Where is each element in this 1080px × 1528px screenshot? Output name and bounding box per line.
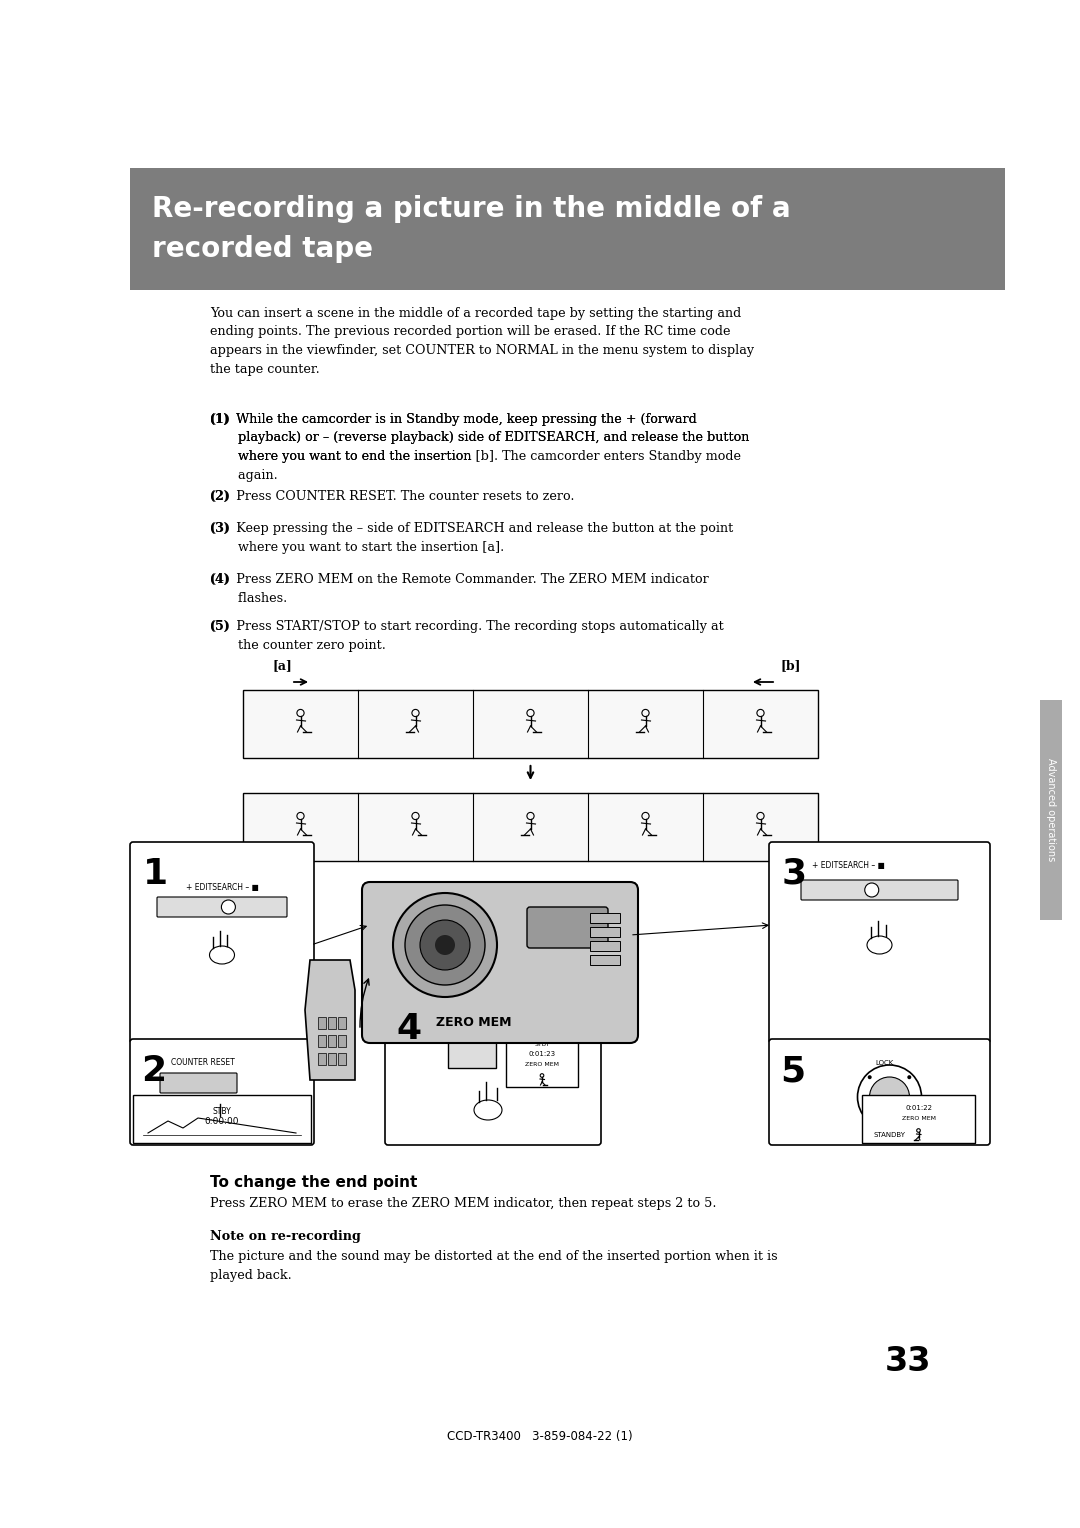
Text: 33: 33: [885, 1345, 931, 1378]
FancyBboxPatch shape: [769, 842, 990, 1044]
Text: To change the end point: To change the end point: [210, 1175, 417, 1190]
Bar: [338, 1053, 346, 1065]
FancyBboxPatch shape: [157, 897, 287, 917]
Text: (3): (3): [210, 523, 231, 535]
Circle shape: [907, 1115, 912, 1118]
Text: 5: 5: [780, 1054, 805, 1088]
Bar: [328, 1018, 336, 1028]
Text: 0:00:00: 0:00:00: [205, 1117, 240, 1126]
Text: COUNTER RESET: COUNTER RESET: [171, 1057, 234, 1067]
Bar: [507, 1031, 578, 1086]
Text: 3: 3: [782, 857, 807, 891]
Circle shape: [867, 1076, 872, 1079]
Text: 4: 4: [396, 1012, 421, 1047]
Polygon shape: [305, 960, 355, 1080]
Text: (1)  While the camcorder is in Standby mode, keep pressing the + (forward
      : (1) While the camcorder is in Standby mo…: [210, 413, 750, 463]
Bar: [318, 1018, 326, 1028]
Text: 0:01:22: 0:01:22: [905, 1105, 932, 1111]
Text: ZERO MEM: ZERO MEM: [525, 1062, 559, 1067]
Circle shape: [907, 1076, 912, 1079]
Text: 0:01:23: 0:01:23: [528, 1051, 555, 1057]
FancyBboxPatch shape: [769, 1039, 990, 1144]
Text: The picture and the sound may be distorted at the end of the inserted portion wh: The picture and the sound may be distort…: [210, 1250, 778, 1282]
Bar: [243, 691, 818, 758]
FancyBboxPatch shape: [801, 880, 958, 900]
Bar: [862, 1096, 975, 1143]
Circle shape: [221, 900, 235, 914]
Text: Press ZERO MEM to erase the ZERO MEM indicator, then repeat steps 2 to 5.: Press ZERO MEM to erase the ZERO MEM ind…: [210, 1196, 716, 1210]
Text: 2: 2: [141, 1054, 166, 1088]
Text: + EDITSEARCH – ■: + EDITSEARCH – ■: [812, 860, 885, 869]
Circle shape: [420, 920, 470, 970]
Text: (2)  Press COUNTER RESET. The counter resets to zero.: (2) Press COUNTER RESET. The counter res…: [210, 490, 575, 503]
Text: (3)  Keep pressing the – side of EDITSEARCH and release the button at the point
: (3) Keep pressing the – side of EDITSEAR…: [210, 523, 733, 553]
Bar: [328, 1034, 336, 1047]
Bar: [448, 1041, 496, 1068]
Text: You can insert a scene in the middle of a recorded tape by setting the starting : You can insert a scene in the middle of …: [210, 307, 754, 376]
Text: (1)  While the camcorder is in Standby mode, keep pressing the + (forward
      : (1) While the camcorder is in Standby mo…: [210, 413, 750, 481]
Bar: [130, 168, 1005, 290]
Text: (5)  Press START/STOP to start recording. The recording stops automatically at
 : (5) Press START/STOP to start recording.…: [210, 620, 724, 651]
Text: 1: 1: [143, 857, 168, 891]
Text: (4): (4): [210, 573, 231, 587]
Text: [b]: [b]: [780, 659, 800, 672]
Bar: [590, 955, 620, 966]
Text: [a]: [a]: [273, 659, 293, 672]
Circle shape: [405, 905, 485, 986]
Text: STBY: STBY: [535, 1042, 550, 1047]
Bar: [243, 793, 818, 860]
FancyBboxPatch shape: [160, 1073, 237, 1093]
Text: (2): (2): [210, 490, 231, 503]
Text: (4)  Press ZERO MEM on the Remote Commander. The ZERO MEM indicator
       flash: (4) Press ZERO MEM on the Remote Command…: [210, 573, 708, 605]
Text: ZERO MEM: ZERO MEM: [436, 1016, 512, 1028]
Text: Note on re-recording: Note on re-recording: [210, 1230, 361, 1242]
Text: LOCK: LOCK: [876, 1060, 893, 1067]
Circle shape: [393, 892, 497, 996]
Bar: [590, 927, 620, 937]
Circle shape: [885, 1097, 894, 1106]
Bar: [590, 914, 620, 923]
Bar: [133, 1096, 311, 1143]
FancyBboxPatch shape: [130, 842, 314, 1044]
FancyBboxPatch shape: [362, 882, 638, 1044]
FancyBboxPatch shape: [130, 1039, 314, 1144]
Bar: [318, 1034, 326, 1047]
Text: Re-recording a picture in the middle of a: Re-recording a picture in the middle of …: [152, 196, 791, 223]
FancyBboxPatch shape: [527, 908, 608, 947]
Bar: [1040, 700, 1062, 920]
Bar: [328, 1053, 336, 1065]
Circle shape: [869, 1077, 909, 1117]
FancyBboxPatch shape: [384, 996, 600, 1144]
Text: Advanced operations: Advanced operations: [1047, 758, 1056, 862]
Text: recorded tape: recorded tape: [152, 235, 373, 263]
Circle shape: [867, 1115, 872, 1118]
Text: (1): (1): [210, 413, 231, 426]
Circle shape: [435, 935, 455, 955]
Circle shape: [865, 883, 879, 897]
Text: STBY: STBY: [213, 1106, 231, 1115]
Text: + EDITSEARCH – ■: + EDITSEARCH – ■: [186, 883, 258, 892]
Bar: [338, 1018, 346, 1028]
Bar: [590, 941, 620, 950]
Text: ZERO MEM: ZERO MEM: [902, 1115, 935, 1122]
Text: STANDBY: STANDBY: [874, 1132, 905, 1138]
Bar: [338, 1034, 346, 1047]
Text: (5): (5): [210, 620, 231, 633]
Bar: [318, 1053, 326, 1065]
Text: CCD-TR3400   3-859-084-22 (1): CCD-TR3400 3-859-084-22 (1): [447, 1430, 633, 1442]
